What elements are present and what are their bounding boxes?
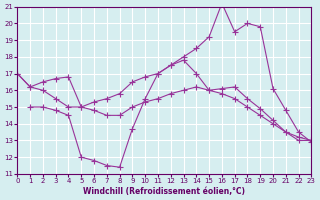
X-axis label: Windchill (Refroidissement éolien,°C): Windchill (Refroidissement éolien,°C) — [84, 187, 245, 196]
